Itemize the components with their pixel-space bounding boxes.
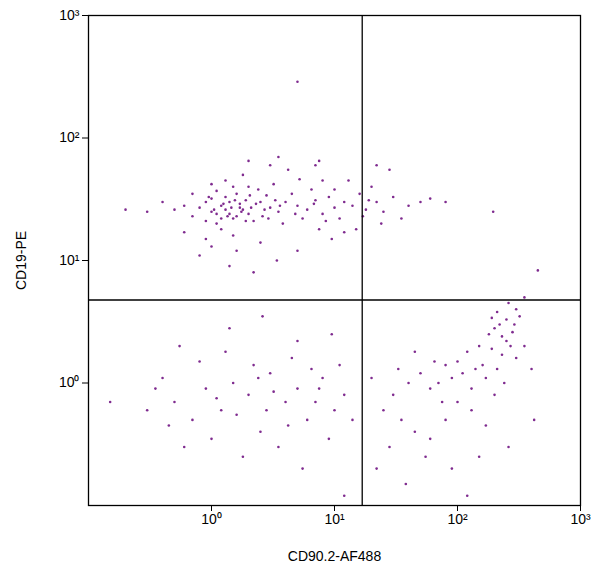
svg-text:10⁰: 10⁰ <box>59 374 80 390</box>
svg-text:CD19-PE: CD19-PE <box>13 231 29 290</box>
svg-text:10²: 10² <box>59 129 80 145</box>
svg-text:10³: 10³ <box>59 7 80 23</box>
svg-text:10¹: 10¹ <box>59 252 80 268</box>
svg-text:10⁰: 10⁰ <box>201 511 222 527</box>
svg-text:10³: 10³ <box>570 511 591 527</box>
svg-text:10²: 10² <box>447 511 468 527</box>
svg-text:CD90.2-AF488: CD90.2-AF488 <box>288 548 382 564</box>
svg-text:10¹: 10¹ <box>324 511 345 527</box>
